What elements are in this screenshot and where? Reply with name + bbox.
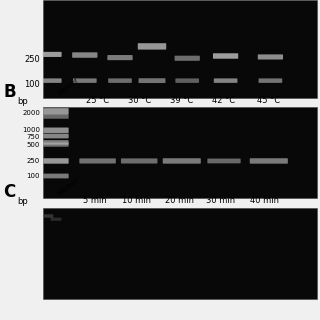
Text: 100: 100 (27, 173, 40, 179)
Text: 5 min: 5 min (83, 196, 106, 205)
FancyBboxPatch shape (43, 78, 61, 83)
FancyBboxPatch shape (51, 218, 61, 221)
FancyBboxPatch shape (121, 158, 157, 164)
FancyBboxPatch shape (163, 158, 201, 164)
FancyBboxPatch shape (43, 142, 68, 147)
Text: 10 min: 10 min (123, 196, 151, 205)
Text: Marker: Marker (56, 76, 79, 97)
Text: 45 °C: 45 °C (257, 96, 280, 105)
FancyBboxPatch shape (214, 78, 237, 83)
Text: bp: bp (18, 97, 28, 106)
FancyBboxPatch shape (43, 107, 317, 198)
FancyBboxPatch shape (108, 55, 133, 60)
FancyBboxPatch shape (139, 78, 165, 83)
FancyBboxPatch shape (43, 127, 68, 133)
FancyBboxPatch shape (108, 78, 132, 83)
FancyBboxPatch shape (79, 158, 116, 164)
FancyBboxPatch shape (43, 108, 68, 115)
FancyBboxPatch shape (43, 134, 68, 138)
FancyBboxPatch shape (43, 140, 68, 145)
FancyBboxPatch shape (73, 78, 97, 83)
FancyBboxPatch shape (43, 114, 68, 119)
FancyBboxPatch shape (43, 208, 317, 299)
Text: 750: 750 (27, 134, 40, 140)
Text: 30 °C: 30 °C (128, 96, 151, 105)
FancyBboxPatch shape (72, 52, 97, 58)
Text: 500: 500 (27, 142, 40, 148)
Text: Marker: Marker (56, 177, 79, 197)
FancyBboxPatch shape (43, 173, 68, 179)
FancyBboxPatch shape (213, 53, 238, 59)
FancyBboxPatch shape (138, 43, 166, 50)
FancyBboxPatch shape (44, 214, 53, 218)
Text: B: B (3, 83, 16, 101)
Text: 40 min: 40 min (251, 196, 279, 205)
FancyBboxPatch shape (207, 158, 241, 163)
FancyBboxPatch shape (258, 54, 283, 60)
Text: 100: 100 (24, 80, 40, 89)
FancyBboxPatch shape (259, 78, 282, 83)
Text: 250: 250 (24, 55, 40, 64)
FancyBboxPatch shape (250, 158, 288, 164)
FancyBboxPatch shape (43, 52, 61, 57)
Text: 250: 250 (27, 158, 40, 164)
FancyBboxPatch shape (175, 78, 199, 83)
FancyBboxPatch shape (43, 0, 317, 98)
Text: 25 °C: 25 °C (86, 96, 109, 105)
Text: C: C (3, 183, 15, 201)
Text: 30 min: 30 min (206, 196, 236, 205)
FancyBboxPatch shape (175, 56, 200, 61)
Text: 39 °C: 39 °C (170, 96, 193, 105)
Text: 2000: 2000 (22, 110, 40, 116)
Text: 20 min: 20 min (165, 196, 194, 205)
Text: 42 °C: 42 °C (212, 96, 236, 105)
Text: bp: bp (18, 197, 28, 206)
Text: 1000: 1000 (22, 127, 40, 133)
FancyBboxPatch shape (43, 158, 68, 164)
